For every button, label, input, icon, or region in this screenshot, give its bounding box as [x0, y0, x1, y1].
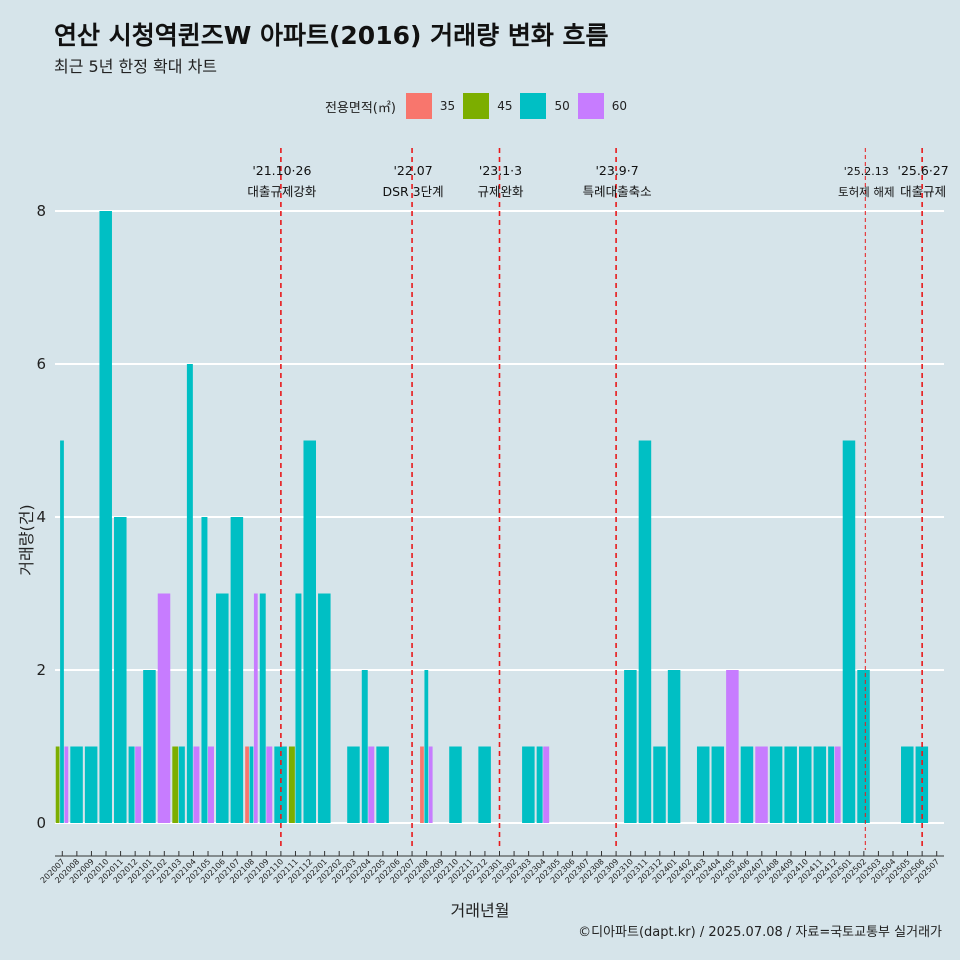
legend-item-50: 50	[520, 93, 570, 119]
legend-item-45: 45	[463, 93, 512, 119]
bar-202109-60	[266, 746, 273, 823]
legend-swatch-35	[405, 93, 432, 119]
bar-202203-50	[347, 746, 360, 823]
bar-202108-60	[253, 593, 258, 823]
bar-202205-50	[376, 746, 389, 823]
legend: 전용면적(㎡) 35 45 50 60	[0, 93, 960, 119]
bar-202312-50	[653, 746, 666, 823]
event-date-1: '22.07	[393, 163, 432, 178]
bar-202208-60	[428, 746, 433, 823]
bar-202502-50	[857, 670, 870, 823]
bar-202111-50	[295, 593, 302, 823]
chart-subtitle: 최근 5년 한정 확대 차트	[54, 57, 218, 76]
bar-202102-60	[157, 593, 171, 823]
bar-202107-50	[230, 517, 244, 823]
bar-202105-60	[208, 746, 214, 823]
bar-202103-45	[172, 746, 179, 823]
event-label-4: 토허제 해제	[838, 185, 895, 199]
y-tick-label: 8	[36, 202, 46, 220]
bar-202401-50	[667, 670, 681, 823]
bar-202501-50	[842, 440, 856, 823]
event-label-2: 규제완화	[477, 184, 524, 199]
bar-202204-60	[368, 746, 375, 823]
bar-202412-60	[834, 746, 841, 823]
bar-202506-50	[915, 746, 929, 823]
legend-label-35: 35	[439, 99, 456, 113]
bar-202407-60	[755, 746, 768, 823]
legend-swatch-60	[577, 93, 604, 119]
event-date-3: '23.9·7	[595, 163, 638, 178]
bar-202103-50	[178, 746, 185, 823]
chart-caption: ©디아파트(dapt.kr) / 2025.07.08 / 자료=국토교통부 실…	[578, 925, 942, 940]
legend-item-35: 35	[405, 93, 456, 119]
event-label-5: 대출규제	[900, 184, 946, 199]
bar-202405-60	[726, 670, 739, 823]
bar-202101-50	[143, 670, 156, 823]
bar-202105-50	[201, 517, 208, 823]
event-date-2: '23.1·3	[479, 163, 522, 178]
bar-202104-60	[193, 746, 200, 823]
bar-202404-50	[711, 746, 725, 823]
bar-202112-50	[303, 440, 316, 823]
bar-202505-50	[901, 746, 914, 823]
bar-202208-50	[424, 670, 429, 823]
bar-202007-45	[55, 746, 60, 823]
bar-202208-35	[420, 746, 424, 823]
bar-202104-50	[186, 364, 193, 823]
y-tick-label: 0	[36, 814, 46, 832]
event-label-3: 특례대출축소	[583, 184, 652, 199]
legend-label-50: 50	[554, 99, 570, 113]
bar-202304-50	[536, 746, 543, 823]
bar-202311-50	[638, 440, 652, 823]
event-label-0: 대출규제강화	[247, 184, 317, 199]
bar-202406-50	[740, 746, 754, 823]
event-date-0: '21.10·26	[252, 163, 311, 178]
bar-202304-60	[543, 746, 550, 823]
bar-202108-50	[249, 746, 254, 823]
bar-202412-50	[828, 746, 835, 823]
bar-202204-50	[361, 670, 368, 823]
bar-202011-50	[114, 517, 127, 823]
bar-202201-50	[318, 593, 331, 823]
bar-202303-50	[522, 746, 535, 823]
x-axis-label: 거래년월	[450, 901, 510, 920]
bar-202408-50	[769, 746, 783, 823]
chart-title: 연산 시청역퀸즈W 아파트(2016) 거래량 변화 흐름	[54, 21, 609, 50]
y-tick-label: 2	[36, 661, 46, 679]
legend-title: 전용면적(㎡)	[324, 100, 396, 116]
bar-202012-60	[135, 746, 142, 823]
bar-202403-50	[696, 746, 710, 823]
legend-swatch-50	[520, 93, 547, 119]
bar-202012-50	[128, 746, 135, 823]
y-axis-label-wrap: 거래량(건)	[17, 504, 36, 575]
bar-202010-50	[99, 211, 112, 823]
legend-label-60: 60	[611, 99, 628, 113]
y-tick-label: 6	[36, 355, 46, 373]
event-date-5: '25.6·27	[898, 163, 949, 178]
y-axis-label: 거래량(건)	[17, 504, 36, 575]
legend-item-60: 60	[577, 93, 628, 119]
bar-202009-50	[84, 746, 98, 823]
bar-202008-50	[70, 746, 83, 823]
bar-202310-50	[624, 670, 637, 823]
bar-202111-45	[288, 746, 295, 823]
bar-202212-50	[478, 746, 491, 823]
bar-202108-35	[245, 746, 249, 823]
y-tick-label: 4	[36, 508, 46, 526]
bar-202409-50	[784, 746, 797, 823]
bar-202110-50	[274, 746, 287, 823]
legend-label-45: 45	[497, 99, 513, 113]
bar-202411-50	[813, 746, 827, 823]
bar-202109-50	[259, 593, 266, 823]
bar-202007-60	[64, 746, 69, 823]
bar-202410-50	[798, 746, 812, 823]
event-date-4: '25.2.13	[844, 165, 889, 178]
bar-202106-50	[216, 593, 229, 823]
event-label-1: DSR 3단계	[382, 184, 443, 199]
bar-202007-50	[60, 440, 64, 823]
legend-swatch-45	[463, 93, 490, 119]
bar-202210-50	[449, 746, 462, 823]
